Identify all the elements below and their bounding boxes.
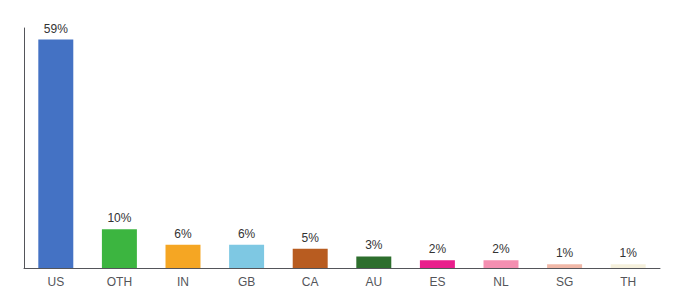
- svg-text:10%: 10%: [107, 211, 131, 225]
- svg-text:6%: 6%: [238, 227, 256, 241]
- svg-text:OTH: OTH: [107, 275, 132, 289]
- svg-text:ES: ES: [429, 275, 445, 289]
- svg-text:TH: TH: [620, 275, 636, 289]
- svg-text:SG: SG: [556, 275, 573, 289]
- svg-text:GB: GB: [238, 275, 255, 289]
- svg-text:AU: AU: [365, 275, 382, 289]
- svg-text:1%: 1%: [620, 246, 638, 260]
- svg-text:1%: 1%: [556, 246, 574, 260]
- svg-text:6%: 6%: [174, 227, 192, 241]
- svg-text:NL: NL: [493, 275, 509, 289]
- svg-text:3%: 3%: [365, 238, 383, 252]
- svg-text:5%: 5%: [302, 231, 320, 245]
- svg-text:IN: IN: [177, 275, 189, 289]
- svg-text:US: US: [47, 275, 64, 289]
- svg-text:59%: 59%: [44, 22, 68, 36]
- svg-text:2%: 2%: [492, 242, 510, 256]
- svg-text:CA: CA: [302, 275, 319, 289]
- svg-text:2%: 2%: [429, 242, 447, 256]
